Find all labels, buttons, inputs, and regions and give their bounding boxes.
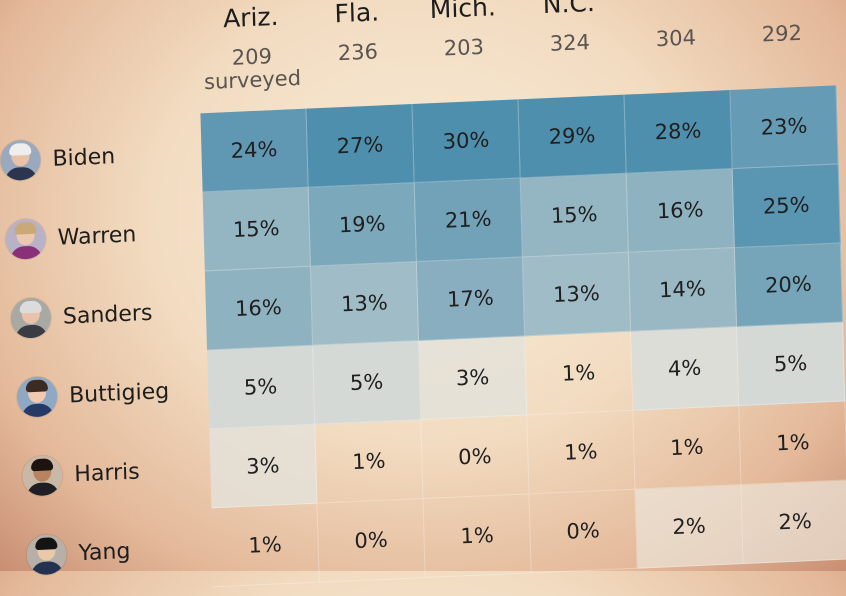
surveyed-note: surveyed xyxy=(203,65,302,95)
data-cell: 20% xyxy=(734,243,844,328)
surveyed-count: 304 xyxy=(655,25,697,52)
candidate-avatar xyxy=(10,297,52,339)
avatar-hair xyxy=(25,379,49,393)
surveyed-count: 203 xyxy=(443,34,485,61)
candidate-avatar xyxy=(16,375,58,418)
data-cell: 30% xyxy=(412,99,521,184)
candidate-row-label: Biden xyxy=(0,131,116,186)
avatar-body xyxy=(26,482,60,497)
data-cell: 25% xyxy=(732,164,841,249)
data-cell: 27% xyxy=(306,104,415,188)
data-cell: 28% xyxy=(624,90,733,174)
data-cell: 1% xyxy=(211,503,320,588)
data-cell: 15% xyxy=(520,173,629,258)
data-cell: 1% xyxy=(423,494,532,579)
data-cell: 0% xyxy=(529,489,638,574)
data-cell: 29% xyxy=(518,94,627,179)
avatar-body xyxy=(4,166,38,182)
state-name: Mich. xyxy=(429,0,497,25)
data-cell: 13% xyxy=(310,262,420,346)
data-cell: 16% xyxy=(626,169,735,253)
data-cell: 1% xyxy=(527,410,636,495)
avatar-body xyxy=(21,403,54,418)
avatar-hair xyxy=(35,537,58,551)
avatar-hair xyxy=(9,142,32,156)
candidate-row-label: Buttigieg xyxy=(16,366,169,423)
avatar-body xyxy=(9,245,43,261)
data-cell: 5% xyxy=(313,341,422,425)
candidate-name: Biden xyxy=(52,143,116,172)
surveyed-count: 292 xyxy=(761,20,803,47)
candidate-row-label: Yang xyxy=(26,526,131,581)
data-cell: 1% xyxy=(633,406,742,490)
candidate-name: Buttigieg xyxy=(68,378,170,408)
data-cell: 19% xyxy=(308,183,417,267)
data-cell: 21% xyxy=(414,178,523,263)
avatar-hair xyxy=(14,221,37,235)
avatar-body xyxy=(30,560,64,576)
surveyed-count: 236 xyxy=(337,39,379,66)
data-cell: 4% xyxy=(631,327,740,411)
candidate-avatar xyxy=(26,533,68,576)
surveyed-count: 324 xyxy=(549,30,591,56)
candidate-name: Yang xyxy=(78,538,131,566)
data-cell: 17% xyxy=(416,257,526,342)
candidate-avatar xyxy=(21,454,63,497)
data-cell: 1% xyxy=(315,420,424,504)
candidate-row-label: Sanders xyxy=(10,288,153,344)
avatar-body xyxy=(15,324,48,339)
data-cell: 0% xyxy=(421,415,530,500)
data-cell: 23% xyxy=(730,85,839,170)
data-cell: 13% xyxy=(522,252,632,337)
data-cell: 0% xyxy=(317,499,426,583)
data-cell: 16% xyxy=(204,266,314,351)
candidate-row-label: Warren xyxy=(5,209,137,265)
data-cell: 3% xyxy=(419,336,528,421)
avatar-hair xyxy=(19,300,42,314)
avatar-hair xyxy=(30,458,54,472)
state-name: N.C. xyxy=(542,0,596,20)
candidate-name: Harris xyxy=(74,458,141,487)
candidate-avatar xyxy=(0,139,42,182)
data-cell: 5% xyxy=(737,322,846,407)
data-cell: 2% xyxy=(741,480,846,565)
candidate-row-label: Harris xyxy=(21,446,141,501)
data-cell: 1% xyxy=(739,401,846,486)
data-cell: 14% xyxy=(628,248,738,332)
candidate-name: Warren xyxy=(57,221,137,251)
candidate-avatar xyxy=(5,218,47,261)
data-cell: 1% xyxy=(525,331,634,416)
data-cell: 2% xyxy=(635,485,744,569)
state-name: Fla. xyxy=(334,0,380,29)
data-cell: 24% xyxy=(200,108,309,193)
data-cell: 5% xyxy=(207,345,316,430)
data-cell: 3% xyxy=(209,424,318,509)
candidate-name: Sanders xyxy=(62,300,153,330)
state-name: Ariz. xyxy=(222,1,279,34)
data-cell: 15% xyxy=(202,187,311,272)
